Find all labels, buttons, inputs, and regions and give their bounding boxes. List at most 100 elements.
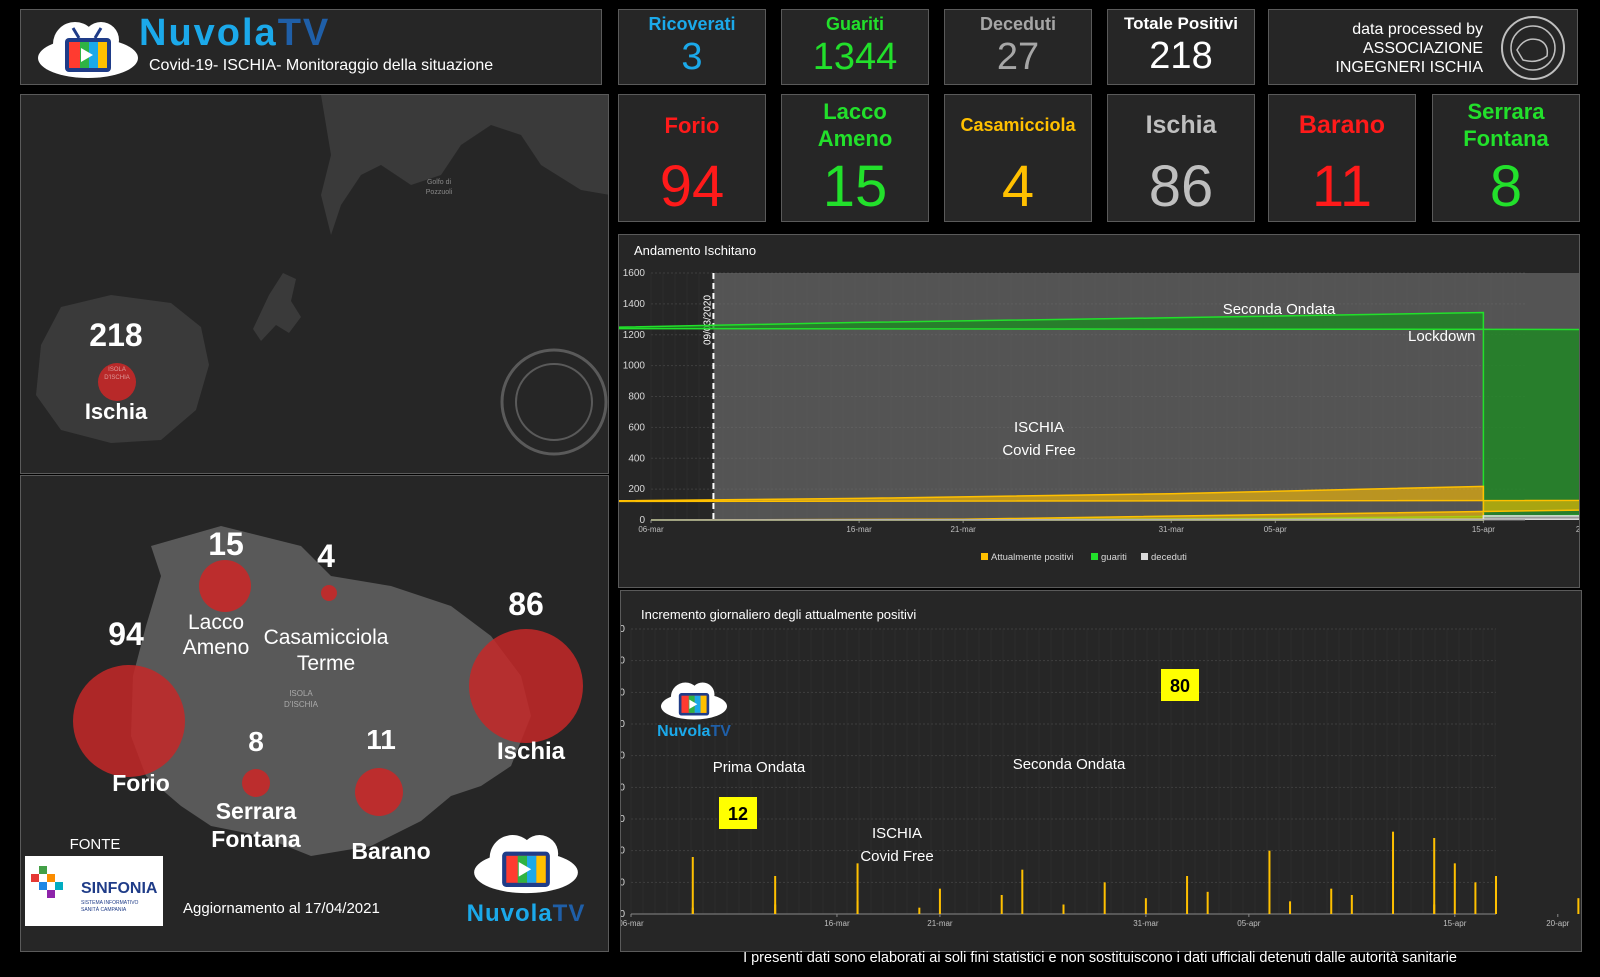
update-text: Aggiornamento al 17/04/2021 <box>183 900 380 917</box>
bar <box>1268 850 1271 914</box>
y-tick-label: 1400 <box>623 299 646 310</box>
town-value: 11 <box>1311 154 1373 219</box>
chart1-svg: 0 200 400 600 800 1000 1200 1400 1600 06-mar 21-ma… <box>619 268 1579 563</box>
detail-map-panel[interactable]: ISOLA D'ISCHIA 15 Lacco Ameno 4 Casamicc… <box>20 475 609 952</box>
processed-by-box: data processed by ASSOCIAZIONE INGEGNERI… <box>1268 9 1578 85</box>
x-tick-label: 06-mar <box>621 919 644 928</box>
bubble-casamicciola <box>321 585 337 601</box>
cloud-tv-icon <box>474 835 578 894</box>
x-tick-label: 15-apr <box>1472 525 1495 534</box>
town-serrara-fontana: Serrara Fontana 8 <box>1432 94 1580 222</box>
cloud-tv-icon <box>38 22 138 78</box>
detail-island-text-2: D'ISCHIA <box>284 700 318 709</box>
bar <box>774 876 777 914</box>
lockdown-area <box>713 273 1579 520</box>
y-tick-label: 50 <box>621 751 625 762</box>
bar <box>1392 831 1395 914</box>
brand-subtitle: Covid-19- ISCHIA- Monitoraggio della sit… <box>149 57 494 74</box>
bar <box>1330 888 1333 914</box>
association-watermark-icon <box>500 348 608 456</box>
map-value-barano: 11 <box>366 724 396 755</box>
town-label-2: Fontana <box>1463 126 1549 151</box>
town-label: Barano <box>1298 110 1386 139</box>
bar <box>1474 882 1477 914</box>
stat-totale-positivi: Totale Positivi 218 <box>1107 9 1255 85</box>
bar <box>1103 882 1106 914</box>
town-value: 94 <box>659 154 725 219</box>
chart2-title: Incremento giornaliero degli attualmente… <box>641 607 917 622</box>
overview-map-panel[interactable]: 218 Ischia ISOLA D'ISCHIA Golfo di Pozzu… <box>20 94 609 474</box>
peak1-badge <box>719 797 757 829</box>
chart2-svg: 0 10 20 30 40 50 60 70 80 90 06-mar 21-mar 05-apr 20-… <box>621 624 1580 928</box>
bar <box>918 907 921 914</box>
town-label: Casamicciola <box>960 114 1076 135</box>
chart2-logo: NuvolaTV <box>639 677 749 747</box>
chart-incremento-panel[interactable]: Incremento giornaliero degli attualmente… <box>620 590 1582 952</box>
gulf-text-2: Pozzuoli <box>425 189 453 196</box>
town-value: 4 <box>1001 154 1035 219</box>
chart-andamento-panel[interactable]: Andamento Ischitano 0 200 400 600 800 1000 120… <box>618 234 1580 588</box>
stat-label: Ricoverati <box>648 14 736 34</box>
bar <box>1495 876 1497 914</box>
detail-island-text-1: ISOLA <box>289 689 313 698</box>
brand-name: NuvolaTV <box>139 12 331 54</box>
processed-by-line1: data processed by <box>1352 21 1483 38</box>
x-tick-label: 16-mar <box>846 525 872 534</box>
detail-map-svg <box>73 526 583 856</box>
stat-value: 3 <box>681 36 703 78</box>
stat-value: 27 <box>996 36 1040 78</box>
first-wave-label: Prima Ondata <box>713 759 806 776</box>
procida-island <box>253 273 301 341</box>
bubble-ischia <box>469 629 583 743</box>
y-tick-label: 0 <box>621 909 625 920</box>
chart1-title: Andamento Ischitano <box>634 243 757 258</box>
town-casamicciola: Casamicciola 4 <box>944 94 1092 222</box>
x-tick-label: 20-apr <box>1576 525 1579 534</box>
fonte-label: FONTE <box>69 836 121 853</box>
y-tick-label: 60 <box>621 719 625 730</box>
bubble-serrara-fontana <box>242 769 270 797</box>
bar <box>691 857 694 914</box>
overview-island-text-2: D'ISCHIA <box>104 375 130 381</box>
sinfonia-logo[interactable]: SINFONIA SISTEMA INFORMATIVO SANITÀ CAMP… <box>25 856 163 926</box>
bar <box>1206 891 1209 914</box>
overview-label: Ischia <box>84 399 148 424</box>
town-label: Serrara <box>1467 99 1545 124</box>
map-label-barano: Barano <box>351 838 431 864</box>
map-value-forio: 94 <box>108 616 144 652</box>
sinfonia-sub2: SANITÀ CAMPANIA <box>81 907 127 913</box>
bar <box>1577 898 1580 914</box>
stat-value: 1344 <box>812 36 898 78</box>
town-label-2: Ameno <box>817 126 893 151</box>
map-value-lacco: 15 <box>208 526 244 562</box>
header-panel: NuvolaTV Covid-19- ISCHIA- Monitoraggio … <box>20 9 602 85</box>
map-value-serrara: 8 <box>248 726 264 757</box>
stat-label: Totale Positivi <box>1124 14 1238 33</box>
bar <box>856 863 859 914</box>
y-tick-label: 80 <box>621 656 625 667</box>
y-tick-label: 0 <box>639 515 645 526</box>
y-tick-label: 70 <box>621 687 625 698</box>
bar <box>1186 876 1189 914</box>
nuvolatv-logo <box>35 14 141 80</box>
town-value: 8 <box>1489 154 1523 219</box>
peak2-label: 80 <box>1170 676 1190 696</box>
legend-swatch <box>981 553 988 560</box>
overview-bubble <box>98 363 136 401</box>
bar <box>1062 904 1065 914</box>
x-tick-label: 06-mar <box>638 525 664 534</box>
stat-label: Deceduti <box>979 14 1057 34</box>
bar <box>1021 869 1024 914</box>
lockdown-start-label: 09/03/2020 <box>702 295 713 345</box>
bubble-lacco-ameno <box>199 560 251 612</box>
x-tick-label: 05-apr <box>1237 919 1260 928</box>
second-wave-label: Seconda Ondata <box>1223 301 1336 318</box>
y-tick-label: 600 <box>628 422 645 433</box>
y-tick-label: 200 <box>628 484 645 495</box>
peak1-label: 12 <box>728 804 748 824</box>
cloud-tv-icon <box>660 682 728 720</box>
y-tick-label: 40 <box>621 782 625 793</box>
x-tick-label: 21-mar <box>927 919 953 928</box>
map-label-lacco-2: Ameno <box>182 636 250 659</box>
processed-by-text: data processed by ASSOCIAZIONE INGEGNERI… <box>1283 20 1483 77</box>
